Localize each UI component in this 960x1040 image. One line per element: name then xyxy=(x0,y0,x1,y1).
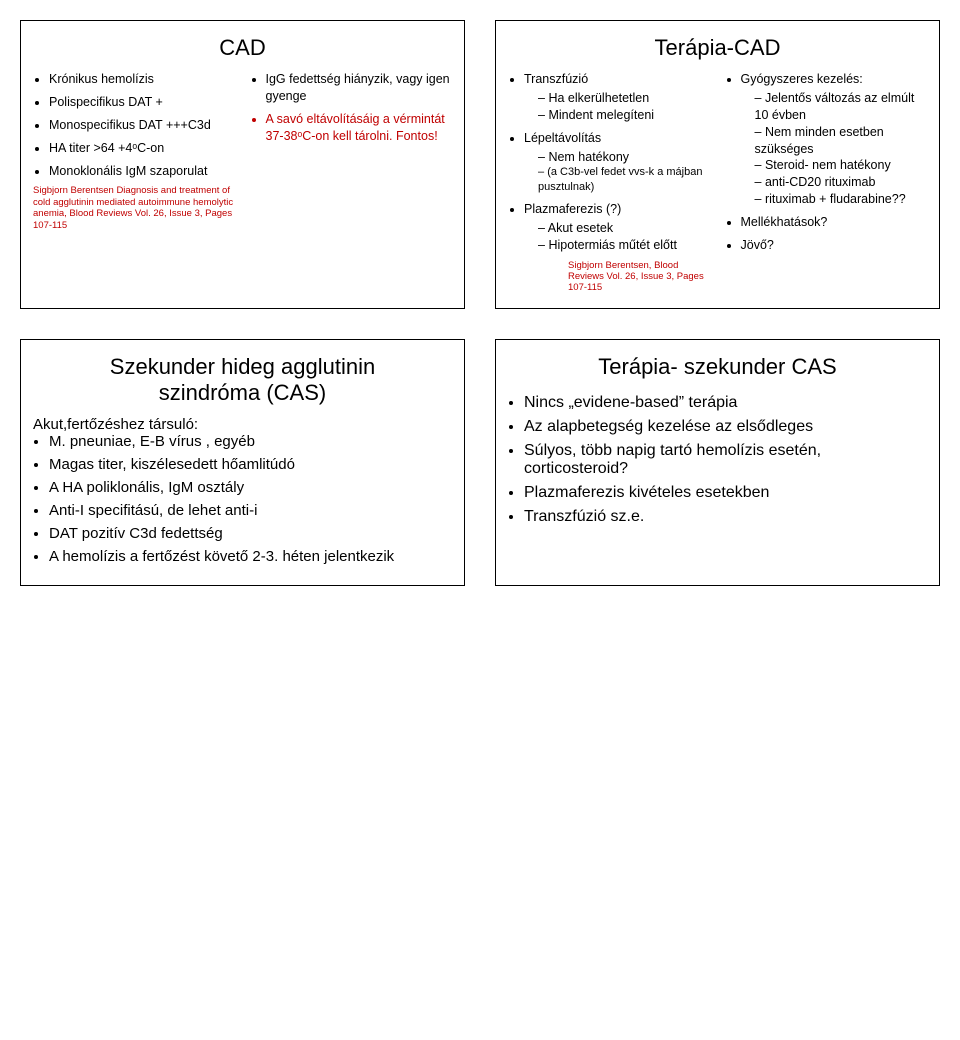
cas-item: A HA poliklonális, IgM osztály xyxy=(49,479,452,496)
tcas-item: Nincs „evidene-based” terápia xyxy=(524,394,927,412)
tc-right-sub: anti-CD20 rituximab xyxy=(755,174,928,191)
cad-left-item: Monospecifikus DAT +++C3d xyxy=(49,117,236,134)
panel-terapia-cas: Terápia- szekunder CAS Nincs „evidene-ba… xyxy=(495,339,940,586)
cas-item: A hemolízis a fertőzést követő 2-3. héte… xyxy=(49,548,452,565)
tc-left-item: Transzfúzió Ha elkerülhetetlen Mindent m… xyxy=(524,71,711,124)
terapia-cad-col-left: Transzfúzió Ha elkerülhetetlen Mindent m… xyxy=(508,71,711,294)
cad-left-item: Krónikus hemolízis xyxy=(49,71,236,88)
cas-lead: Akut,fertőzéshez társuló: xyxy=(33,416,452,433)
tc-left-sub: Ha elkerülhetetlen xyxy=(538,90,711,107)
tcas-item: Súlyos, több napig tartó hemolízis eseté… xyxy=(524,442,927,478)
cas-item: M. pneuniae, E-B vírus , egyéb xyxy=(49,433,452,450)
tc-left-label: Plazmaferezis (?) xyxy=(524,202,621,216)
tc-right-item: Mellékhatások? xyxy=(741,214,928,231)
panel-cad-columns: Krónikus hemolízis Polispecifikus DAT + … xyxy=(33,71,452,231)
tc-right-sub: Steroid- nem hatékony xyxy=(755,157,928,174)
tc-right-label: Gyógyszeres kezelés: xyxy=(741,72,863,86)
cad-left-item: Polispecifikus DAT + xyxy=(49,94,236,111)
panel-cad-col-left: Krónikus hemolízis Polispecifikus DAT + … xyxy=(33,71,236,231)
tc-left-item: Lépeltávolítás Nem hatékony (a C3b-vel f… xyxy=(524,130,711,195)
panel-terapia-cas-title: Terápia- szekunder CAS xyxy=(508,354,927,380)
tc-right-sub: Nem minden esetben szükséges xyxy=(755,124,928,158)
tc-left-sub-small: (a C3b-vel fedet vvs-k a májban pusztuln… xyxy=(538,165,711,195)
panel-terapia-cad-columns: Transzfúzió Ha elkerülhetetlen Mindent m… xyxy=(508,71,927,294)
tcas-item: Transzfúzió sz.e. xyxy=(524,508,927,526)
tc-left-sub: Akut esetek xyxy=(538,220,711,237)
slide-grid: CAD Krónikus hemolízis Polispecifikus DA… xyxy=(20,20,940,586)
tc-right-sub: rituximab + fludarabine?? xyxy=(755,191,928,208)
cas-item: Anti-I specifitású, de lehet anti-i xyxy=(49,502,452,519)
tc-left-label: Transzfúzió xyxy=(524,72,588,86)
tc-left-item: Plazmaferezis (?) Akut esetek Hipotermiá… xyxy=(524,201,711,254)
panel-terapia-cad-title: Terápia-CAD xyxy=(508,35,927,61)
tc-citation: Sigbjorn Berentsen, Blood Reviews Vol. 2… xyxy=(568,260,711,294)
panel-cad-title: CAD xyxy=(33,35,452,61)
tc-left-label: Lépeltávolítás xyxy=(524,131,601,145)
panel-cas: Szekunder hideg agglutinin szindróma (CA… xyxy=(20,339,465,586)
panel-cad-col-right: IgG fedettség hiányzik, vagy igen gyenge… xyxy=(250,71,453,231)
cad-right-item: IgG fedettség hiányzik, vagy igen gyenge xyxy=(266,71,453,105)
tc-left-sub: Mindent melegíteni xyxy=(538,107,711,124)
tcas-item: Az alapbetegség kezelése az elsődleges xyxy=(524,418,927,436)
tc-right-item: Jövő? xyxy=(741,237,928,254)
tc-right-sub: Jelentős változás az elmúlt 10 évben xyxy=(755,90,928,124)
tc-right-item: Gyógyszeres kezelés: Jelentős változás a… xyxy=(741,71,928,208)
tcas-item: Plazmaferezis kivételes esetekben xyxy=(524,484,927,502)
panel-cad: CAD Krónikus hemolízis Polispecifikus DA… xyxy=(20,20,465,309)
cad-left-item: Monoklonális IgM szaporulat xyxy=(49,163,236,180)
cad-left-item: HA titer >64 +4ᵒC-on xyxy=(49,140,236,157)
cas-item: DAT pozitív C3d fedettség xyxy=(49,525,452,542)
cas-item: Magas titer, kiszélesedett hőamlitúdó xyxy=(49,456,452,473)
panel-cas-title: Szekunder hideg agglutinin szindróma (CA… xyxy=(63,354,422,406)
panel-terapia-cad: Terápia-CAD Transzfúzió Ha elkerülhetetl… xyxy=(495,20,940,309)
cad-right-item-highlight: A savó eltávolításáig a vérmintát 37-38ᵒ… xyxy=(266,111,453,145)
tc-left-sub: Hipotermiás műtét előtt xyxy=(538,237,711,254)
terapia-cad-col-right: Gyógyszeres kezelés: Jelentős változás a… xyxy=(725,71,928,294)
cad-citation: Sigbjorn Berentsen Diagnosis and treatme… xyxy=(33,185,236,231)
tc-left-sub: Nem hatékony xyxy=(538,149,711,166)
